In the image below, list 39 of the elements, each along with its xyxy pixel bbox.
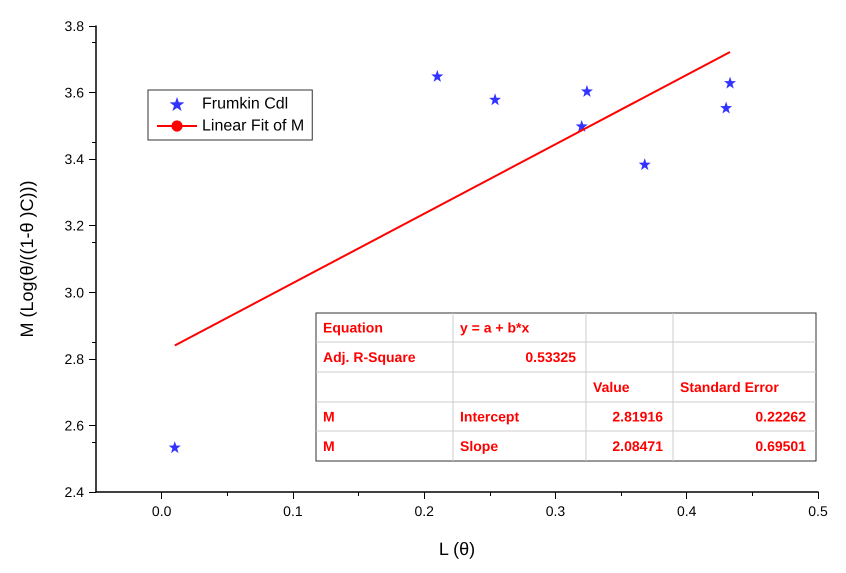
point — [489, 93, 502, 106]
annotation: 0.69501 — [755, 438, 806, 454]
y-tick-label: 2.4 — [64, 484, 84, 500]
y-tick-label: 2.8 — [64, 350, 84, 367]
annotation: Standard Error — [680, 379, 780, 395]
annotation: Slope — [460, 438, 498, 454]
x-tick-label: 0.2 — [414, 503, 434, 519]
point — [724, 76, 736, 89]
x-tick-label: 0.4 — [676, 503, 697, 519]
y-axis-title: M (Log(θ/((1-θ )C))) — [17, 180, 37, 338]
annotation: Adj. R-Square — [323, 349, 416, 365]
annotation: M — [323, 438, 335, 454]
annotation: 0.22262 — [755, 408, 806, 424]
y-tick-label: 3.6 — [64, 84, 84, 101]
y-tick-label: 2.6 — [64, 417, 84, 434]
annotation: 0.53325 — [525, 349, 576, 365]
x-tick-label: 0.3 — [546, 503, 566, 519]
x-axis-title: L (θ) — [438, 539, 476, 559]
x-tick-label: 0.1 — [283, 503, 303, 519]
point — [720, 102, 732, 114]
x-tick-label: 0.5 — [808, 503, 828, 519]
annotation: 2.81916 — [612, 408, 664, 424]
annotation: Value — [593, 379, 630, 395]
legend-label: Frumkin Cdl — [202, 96, 288, 112]
point — [431, 70, 444, 82]
annotation: M — [323, 408, 335, 424]
annotation: Equation — [323, 320, 383, 336]
annotation: Intercept — [460, 408, 520, 424]
legend-label: Linear Fit of M — [202, 118, 304, 134]
y-tick-label: 3.2 — [64, 218, 84, 234]
annotation: y = a + b*x — [460, 320, 530, 336]
annotation: 2.08471 — [612, 438, 664, 454]
point — [580, 84, 593, 97]
y-tick-label: 3.8 — [64, 18, 84, 34]
point — [168, 441, 181, 454]
y-tick-label: 3.4 — [64, 151, 84, 168]
y-tick-label: 3.0 — [64, 284, 84, 300]
point — [638, 158, 651, 170]
x-tick-label: 0.0 — [152, 503, 172, 519]
